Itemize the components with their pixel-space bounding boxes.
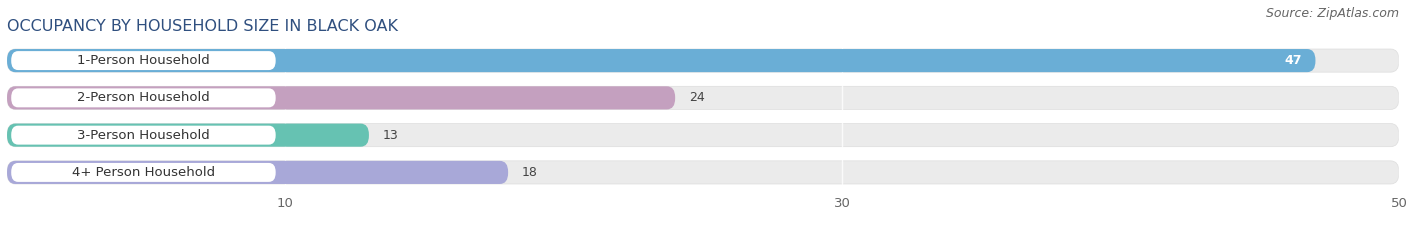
Text: 2-Person Household: 2-Person Household	[77, 91, 209, 104]
FancyBboxPatch shape	[11, 51, 276, 70]
Text: OCCUPANCY BY HOUSEHOLD SIZE IN BLACK OAK: OCCUPANCY BY HOUSEHOLD SIZE IN BLACK OAK	[7, 19, 398, 34]
Text: 4+ Person Household: 4+ Person Household	[72, 166, 215, 179]
FancyBboxPatch shape	[7, 123, 1399, 147]
Text: 3-Person Household: 3-Person Household	[77, 129, 209, 142]
Text: 13: 13	[382, 129, 399, 142]
Text: Source: ZipAtlas.com: Source: ZipAtlas.com	[1265, 7, 1399, 20]
FancyBboxPatch shape	[7, 161, 508, 184]
FancyBboxPatch shape	[7, 49, 1316, 72]
FancyBboxPatch shape	[7, 86, 1399, 110]
FancyBboxPatch shape	[7, 161, 1399, 184]
FancyBboxPatch shape	[11, 163, 276, 182]
FancyBboxPatch shape	[7, 123, 368, 147]
FancyBboxPatch shape	[11, 88, 276, 107]
FancyBboxPatch shape	[7, 49, 1399, 72]
Text: 18: 18	[522, 166, 538, 179]
Text: 1-Person Household: 1-Person Household	[77, 54, 209, 67]
FancyBboxPatch shape	[11, 126, 276, 145]
Text: 24: 24	[689, 91, 704, 104]
Text: 47: 47	[1284, 54, 1302, 67]
FancyBboxPatch shape	[7, 86, 675, 110]
